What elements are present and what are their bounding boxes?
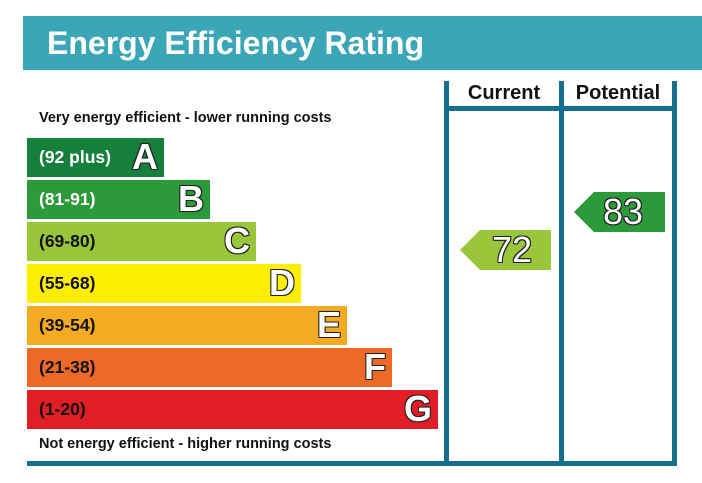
bottom-note: Not energy efficient - higher running co… — [39, 436, 332, 452]
top-note: Very energy efficient - lower running co… — [39, 110, 332, 126]
arrow-shape-icon — [574, 192, 665, 232]
band-range: (39-54) — [39, 315, 96, 335]
band-letter: B — [178, 178, 204, 219]
band-f: (21-38) F — [27, 346, 392, 387]
band-range: (21-38) — [39, 357, 96, 377]
potential-rating-value: 83 — [603, 191, 644, 232]
arrow-shape-icon — [460, 230, 551, 270]
band-e: (39-54) E — [27, 304, 347, 345]
frame-line-left — [444, 81, 449, 466]
band-letter: F — [364, 346, 386, 387]
band-range: (69-80) — [39, 231, 96, 251]
potential-rating-arrow: 83 — [574, 192, 665, 232]
frame-line-bottom — [27, 461, 677, 466]
band-letter: G — [403, 388, 432, 429]
band-g: (1-20) G — [27, 388, 438, 429]
current-rating-value: 72 — [492, 229, 533, 270]
header-divider — [444, 106, 677, 111]
band-letter: D — [269, 262, 295, 303]
band-d: (55-68) D — [27, 262, 301, 303]
column-header-current: Current — [467, 82, 541, 104]
title-bar: Energy Efficiency Rating — [23, 16, 702, 70]
frame-line-right — [672, 81, 677, 466]
band-range: (81-91) — [39, 189, 96, 209]
band-range: (55-68) — [39, 273, 96, 293]
band-c: (69-80) C — [27, 220, 256, 261]
band-letter: E — [316, 304, 341, 345]
frame-line-middle — [559, 81, 564, 466]
column-header-potential: Potential — [575, 82, 661, 104]
band-b: (81-91) B — [27, 178, 210, 219]
band-a: (92 plus) A — [27, 136, 164, 177]
band-range: (92 plus) — [39, 147, 111, 167]
band-letter: A — [132, 136, 158, 177]
chart-title: Energy Efficiency Rating — [47, 25, 424, 61]
current-rating-arrow: 72 — [460, 230, 551, 270]
band-range: (1-20) — [39, 399, 86, 419]
band-letter: C — [224, 220, 250, 261]
